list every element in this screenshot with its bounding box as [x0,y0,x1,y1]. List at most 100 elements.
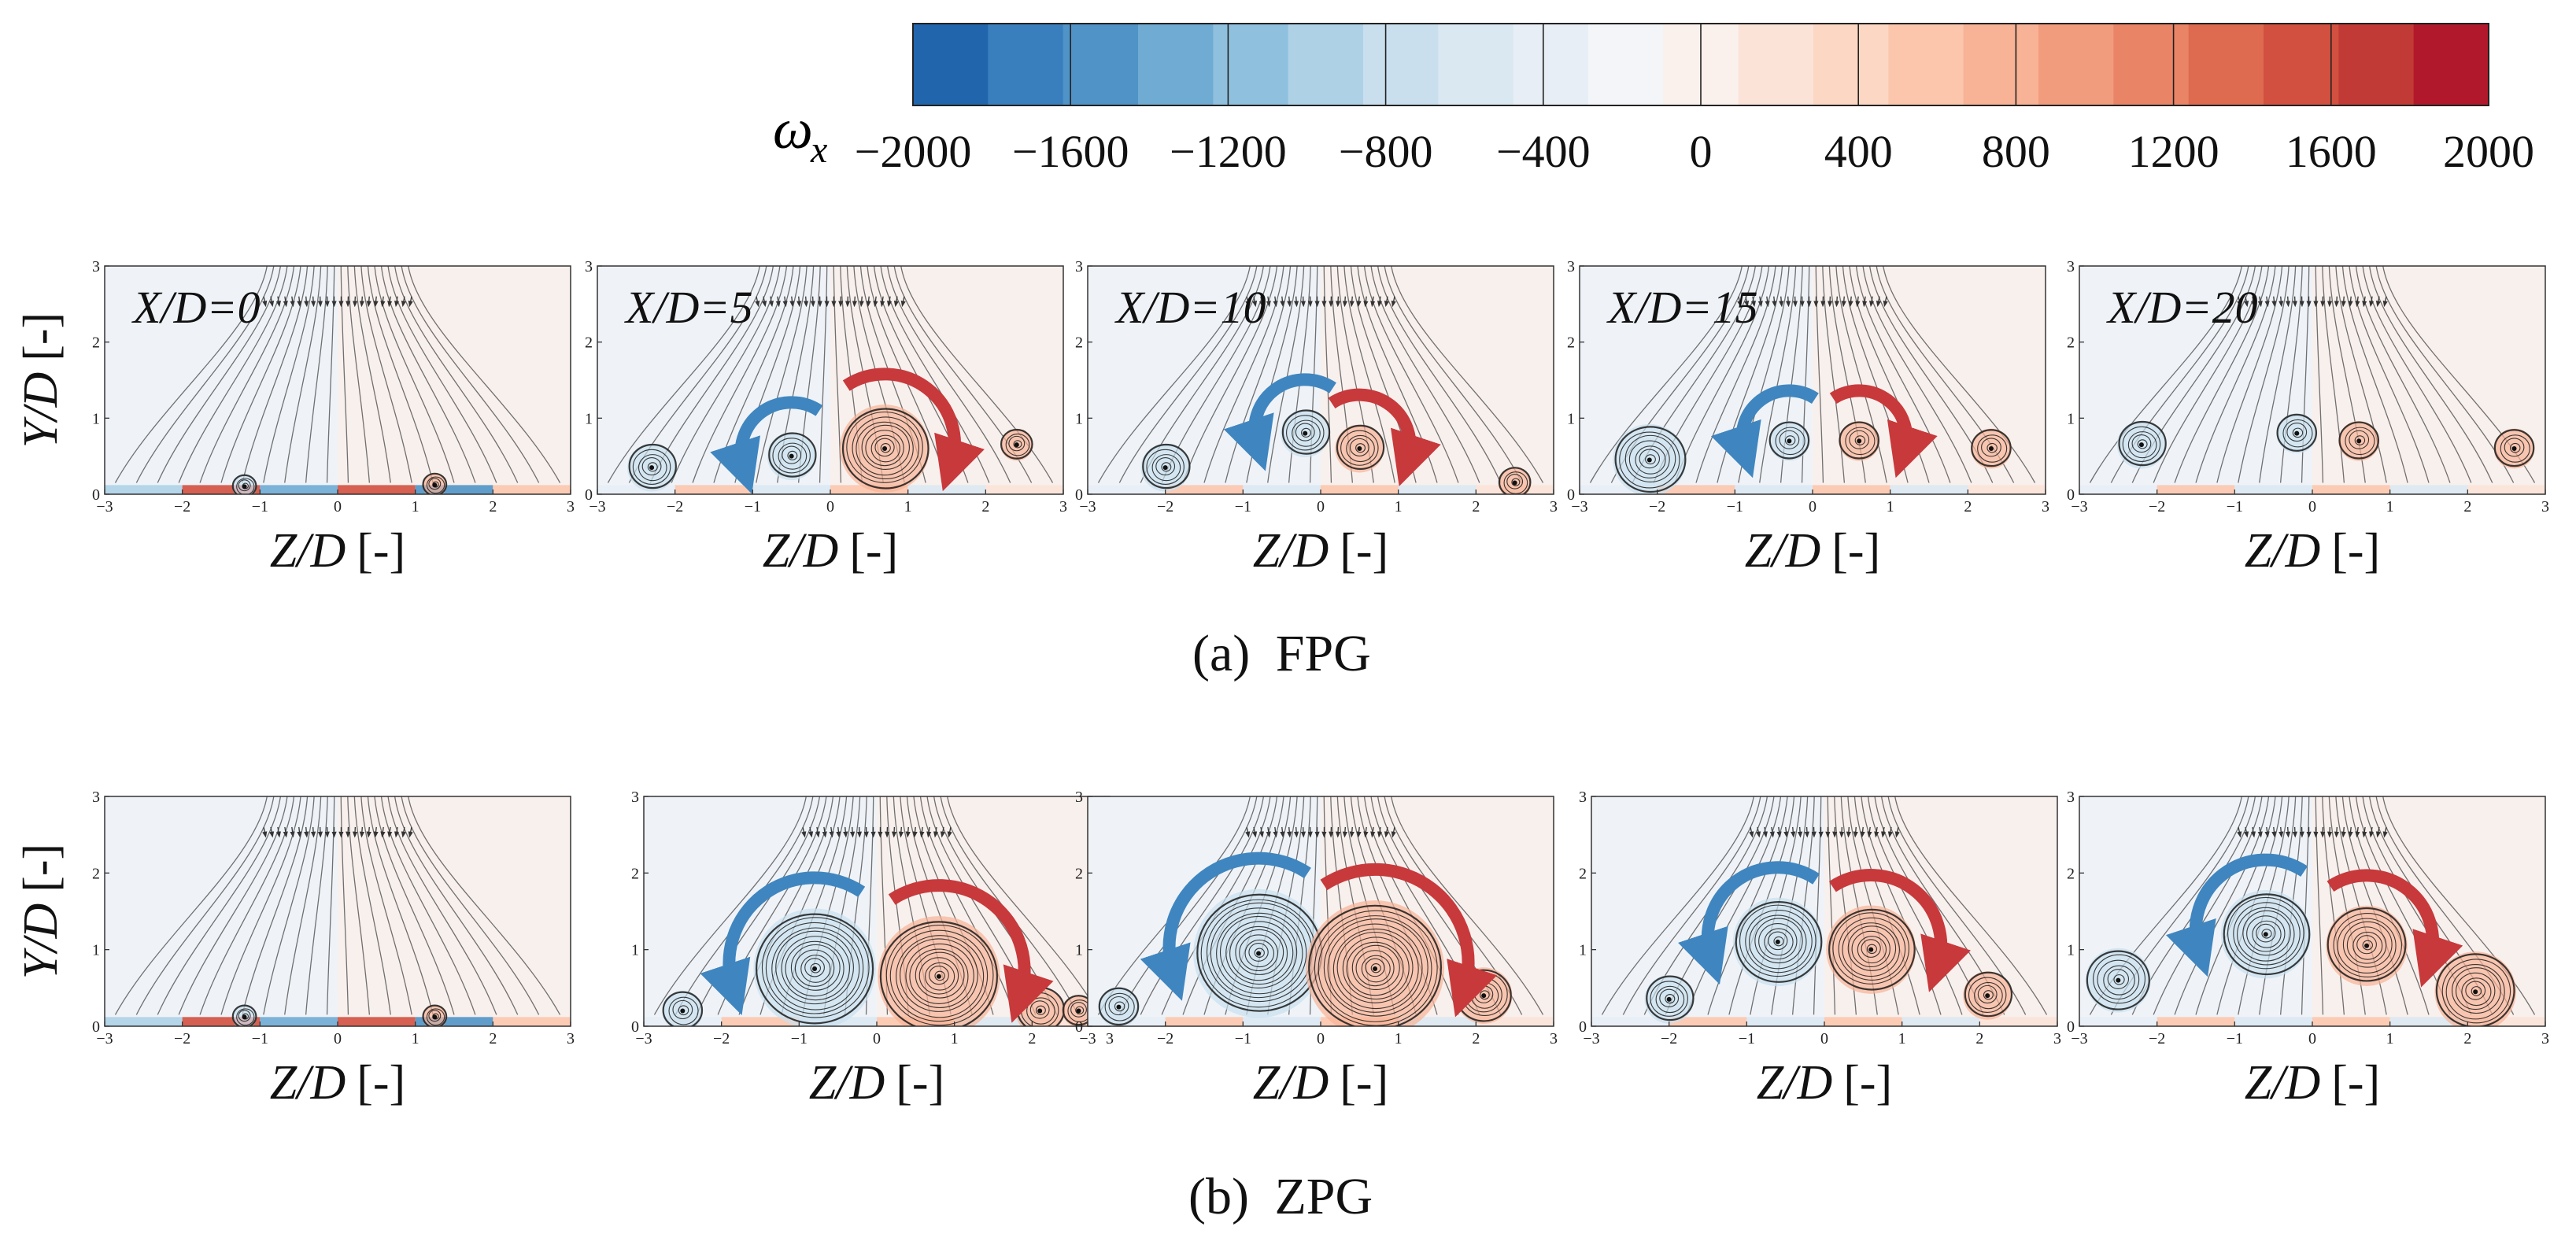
streamline [1391,796,1544,1015]
wall-vorticity-layer [2389,1017,2468,1026]
x-tick-label: 2 [1472,1030,1480,1047]
vortex-streamline-ring [2237,907,2295,962]
x-tick-label: −3 [2071,1030,2087,1047]
colorbar-tick-label: 1200 [2128,126,2219,177]
streamline-arrow [1860,826,1865,838]
vortex-streamline-ring [775,930,854,1005]
vortex-streamline-ring [1628,440,1670,478]
y-tick-label: 1 [2067,942,2075,959]
vortex-streamline-ring [852,416,920,480]
wall-vorticity-layer [1580,485,1658,494]
streamline-arrow [1342,826,1348,838]
vortex-center [2116,977,2121,983]
y-tick-label: 2 [1075,334,1083,352]
vortex-streamline-ring [2246,915,2286,952]
vortex-streamline-ring [231,474,257,494]
x-tick-label: 3 [567,1030,575,1047]
vortex-streamline-ring [428,478,442,490]
vortex-streamline-ring [1754,918,1803,964]
streamline [199,266,294,483]
streamline-arrow [2362,296,2367,308]
wall-vorticity-layer [954,1017,1033,1026]
streamline [900,266,1054,483]
streamline [1853,796,1920,1015]
wall-vorticity-layer [493,1017,571,1026]
vortex-streamline-ring [900,938,978,1012]
x-tick-label: −1 [2227,1030,2243,1047]
vortex-streamline-ring [426,476,445,494]
streamline-arrow [940,826,945,838]
y-tick-label: 2 [1579,865,1587,882]
streamline-arrow [2334,296,2340,308]
streamline [1674,266,1769,483]
wall-vorticity-layer [338,1017,416,1026]
vortex-streamline-ring [1370,963,1381,973]
wall-vorticity-layer [2467,1017,2545,1026]
streamline [2322,796,2345,1015]
y-tick-label: 1 [2067,410,2075,427]
vortex-streamline-ring [1070,1002,1087,1018]
vortex-streamline-ring [787,450,798,460]
streamline-arrow [2278,296,2284,308]
streamline-arrow [1287,296,1292,308]
vortex-streamline-ring [2131,434,2152,453]
wall-vorticity-layer [2312,485,2390,494]
x-tick-label: 2 [981,498,989,515]
streamline-arrow [1867,826,1872,838]
vortex-streamline-ring [889,929,989,1022]
streamline-arrow [2271,296,2277,308]
vortex-streamline-ring [1351,944,1400,991]
vortex-streamline-ring [2338,421,2379,460]
wall-vorticity-layer [1088,485,1166,494]
vortex-streamline-ring [2261,929,2272,939]
vortex-streamline-ring [2337,918,2397,974]
streamline-arrow [1894,826,1900,838]
wall-vorticity-layer [2079,485,2157,494]
vortex-streamline-ring [1624,434,1676,482]
vortex-streamline-ring [2137,439,2148,449]
vortex-streamline-ring [2086,950,2150,1010]
streamline-arrow [1342,296,1348,308]
x-tick-label: 3 [2042,498,2049,515]
streamline [2315,796,2324,1015]
vortex-streamline-ring [1229,925,1288,981]
streamline [2341,796,2408,1015]
streamline [1883,266,2036,483]
streamline [1856,266,1951,483]
wall-vorticity-layer [1243,1017,1321,1026]
x-tick-label: −3 [1571,498,1587,515]
streamline [284,266,322,483]
streamline-arrow [1869,296,1875,308]
streamline [920,796,1015,1015]
streamline-arrow [898,826,904,838]
panel-zpg-x20: −3 −2 −1 0 1 2 3 0 1 2 3 Z/D [-] [2067,789,2549,1110]
x-tick-label: −3 [1079,498,1096,515]
vortex-center [1116,1004,1122,1010]
x-tick-label: 3 [567,498,575,515]
colorbar-swatch [913,24,989,105]
vortex-center [2138,442,2144,448]
wall-vorticity-layer [2389,485,2468,494]
colorbar-tick-label: 2000 [2443,126,2534,177]
caption-b: (b) ZPG [1188,1168,1373,1225]
wall-vorticity-layer [907,485,986,494]
wall-vorticity-layer [1321,485,1399,494]
x-tick-label: 1 [1887,498,1894,515]
x-tick-label: −3 [96,498,113,515]
vortex-streamline-ring [2333,912,2402,978]
vortex-streamline-ring [934,970,945,981]
streamline-arrow [873,296,878,308]
vortex-streamline-ring [1861,939,1881,958]
streamline-arrow [1791,826,1796,838]
vortex-streamline-ring [2346,926,2387,964]
vortex-streamline-ring [1659,988,1680,1007]
streamline [220,266,301,483]
streamline [394,796,519,1015]
vortex-streamline-ring [1300,427,1311,438]
vortex-center [1512,480,1517,486]
colorbar-swatch [1288,24,1364,105]
x-tick-label: 3 [2541,1030,2549,1047]
vortex-streamline-ring [2122,426,2161,462]
vortex-center [649,465,655,471]
y-tick-label: 1 [92,942,100,959]
